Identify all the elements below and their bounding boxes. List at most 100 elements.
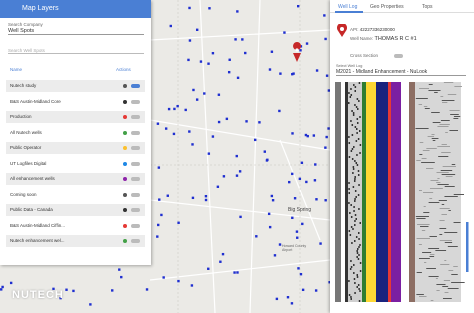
well-spot[interactable] (244, 51, 247, 55)
well-spot[interactable] (177, 279, 180, 283)
well-spot[interactable] (211, 135, 215, 138)
well-spot[interactable] (290, 302, 294, 305)
layer-toggle[interactable] (131, 99, 140, 104)
well-spot[interactable] (298, 177, 302, 181)
well-spot[interactable] (273, 254, 277, 257)
well-spot[interactable] (195, 98, 199, 101)
well-spot[interactable] (301, 222, 304, 226)
well-spot[interactable] (156, 235, 159, 238)
well-spot[interactable] (324, 199, 327, 202)
well-spot[interactable] (111, 289, 114, 292)
well-spot[interactable] (59, 296, 62, 300)
well-spot[interactable] (297, 267, 300, 270)
well-spot[interactable] (275, 297, 279, 301)
layer-toggle[interactable] (131, 192, 140, 197)
well-spot[interactable] (187, 58, 190, 62)
layer-toggle[interactable] (131, 223, 140, 228)
well-spot[interactable] (315, 198, 318, 201)
well-spot[interactable] (162, 276, 165, 279)
well-spot[interactable] (278, 109, 281, 113)
well-spot[interactable] (236, 10, 239, 13)
well-spot[interactable] (188, 6, 191, 10)
well-spot[interactable] (72, 289, 75, 293)
well-spot[interactable] (195, 28, 199, 31)
well-spot[interactable] (299, 49, 302, 52)
well-spot[interactable] (328, 281, 331, 284)
well-spot[interactable] (267, 212, 271, 216)
well-spot[interactable] (234, 38, 237, 41)
well-spot[interactable] (227, 70, 231, 74)
well-spot[interactable] (207, 62, 210, 65)
well-spot[interactable] (292, 72, 295, 75)
well-spot[interactable] (208, 7, 211, 10)
well-spot[interactable] (192, 88, 195, 92)
well-spot[interactable] (325, 135, 328, 139)
well-spot[interactable] (217, 93, 221, 96)
layer-toggle[interactable] (131, 84, 140, 88)
well-spot[interactable] (295, 230, 299, 233)
well-spot[interactable] (324, 37, 327, 41)
well-spot[interactable] (313, 179, 317, 182)
well-spot[interactable] (157, 223, 160, 227)
well-spot[interactable] (191, 143, 194, 146)
well-spot[interactable] (324, 146, 327, 149)
well-spot[interactable] (299, 272, 303, 276)
well-spot[interactable] (268, 68, 272, 71)
map-pin[interactable] (293, 42, 302, 62)
well-spot[interactable] (245, 120, 248, 123)
well-spot[interactable] (254, 138, 257, 142)
well-spot[interactable] (184, 108, 187, 112)
well-spot[interactable] (166, 194, 169, 197)
well-spot[interactable] (221, 252, 225, 256)
well-spot[interactable] (312, 134, 316, 137)
well-spot[interactable] (297, 4, 300, 8)
well-spot[interactable] (233, 271, 236, 274)
well-spot[interactable] (327, 89, 331, 92)
well-spot[interactable] (204, 198, 208, 202)
well-spot[interactable] (286, 296, 290, 299)
well-spot[interactable] (164, 127, 168, 130)
well-spot[interactable] (120, 275, 123, 279)
well-spot[interactable] (118, 268, 121, 271)
well-spot[interactable] (160, 213, 163, 217)
well-spot[interactable] (238, 170, 242, 173)
well-spot[interactable] (305, 42, 309, 45)
well-spot[interactable] (173, 107, 176, 111)
well-spot[interactable] (293, 197, 297, 200)
well-spot[interactable] (278, 243, 282, 246)
log-select[interactable]: M2021 - Midland Enhancement - NuLook (336, 69, 466, 76)
well-spot[interactable] (235, 174, 239, 177)
well-spot[interactable] (268, 225, 272, 229)
well-spot[interactable] (255, 235, 258, 238)
well-spot[interactable] (300, 161, 304, 164)
well-spot[interactable] (279, 72, 282, 75)
well-spot[interactable] (225, 117, 229, 121)
well-spot[interactable] (305, 180, 308, 184)
well-spot[interactable] (304, 133, 308, 137)
well-spot[interactable] (323, 14, 326, 17)
well-spot[interactable] (236, 271, 239, 274)
well-spot[interactable] (236, 76, 240, 80)
well-spot[interactable] (271, 199, 275, 202)
search-input[interactable]: Search Well Spots (8, 48, 144, 54)
well-spot[interactable] (315, 69, 319, 72)
well-spot[interactable] (89, 303, 92, 306)
well-spot[interactable] (188, 39, 192, 42)
well-spot[interactable] (190, 284, 194, 287)
well-spot[interactable] (258, 121, 261, 124)
well-spot[interactable] (263, 150, 266, 153)
well-spot[interactable] (270, 50, 274, 53)
well-spot[interactable] (157, 166, 161, 169)
well-spot[interactable] (291, 73, 294, 76)
well-spot[interactable] (266, 158, 269, 162)
layer-toggle[interactable] (131, 130, 140, 135)
tab[interactable]: Geo Properties (370, 4, 404, 10)
layer-toggle[interactable] (131, 115, 140, 119)
well-spot[interactable] (217, 120, 221, 124)
well-spot[interactable] (325, 74, 329, 77)
well-spot[interactable] (301, 288, 305, 292)
well-spot[interactable] (270, 194, 274, 198)
well-spot[interactable] (319, 242, 322, 245)
well-spot[interactable] (228, 58, 231, 61)
well-spot[interactable] (1, 285, 4, 289)
